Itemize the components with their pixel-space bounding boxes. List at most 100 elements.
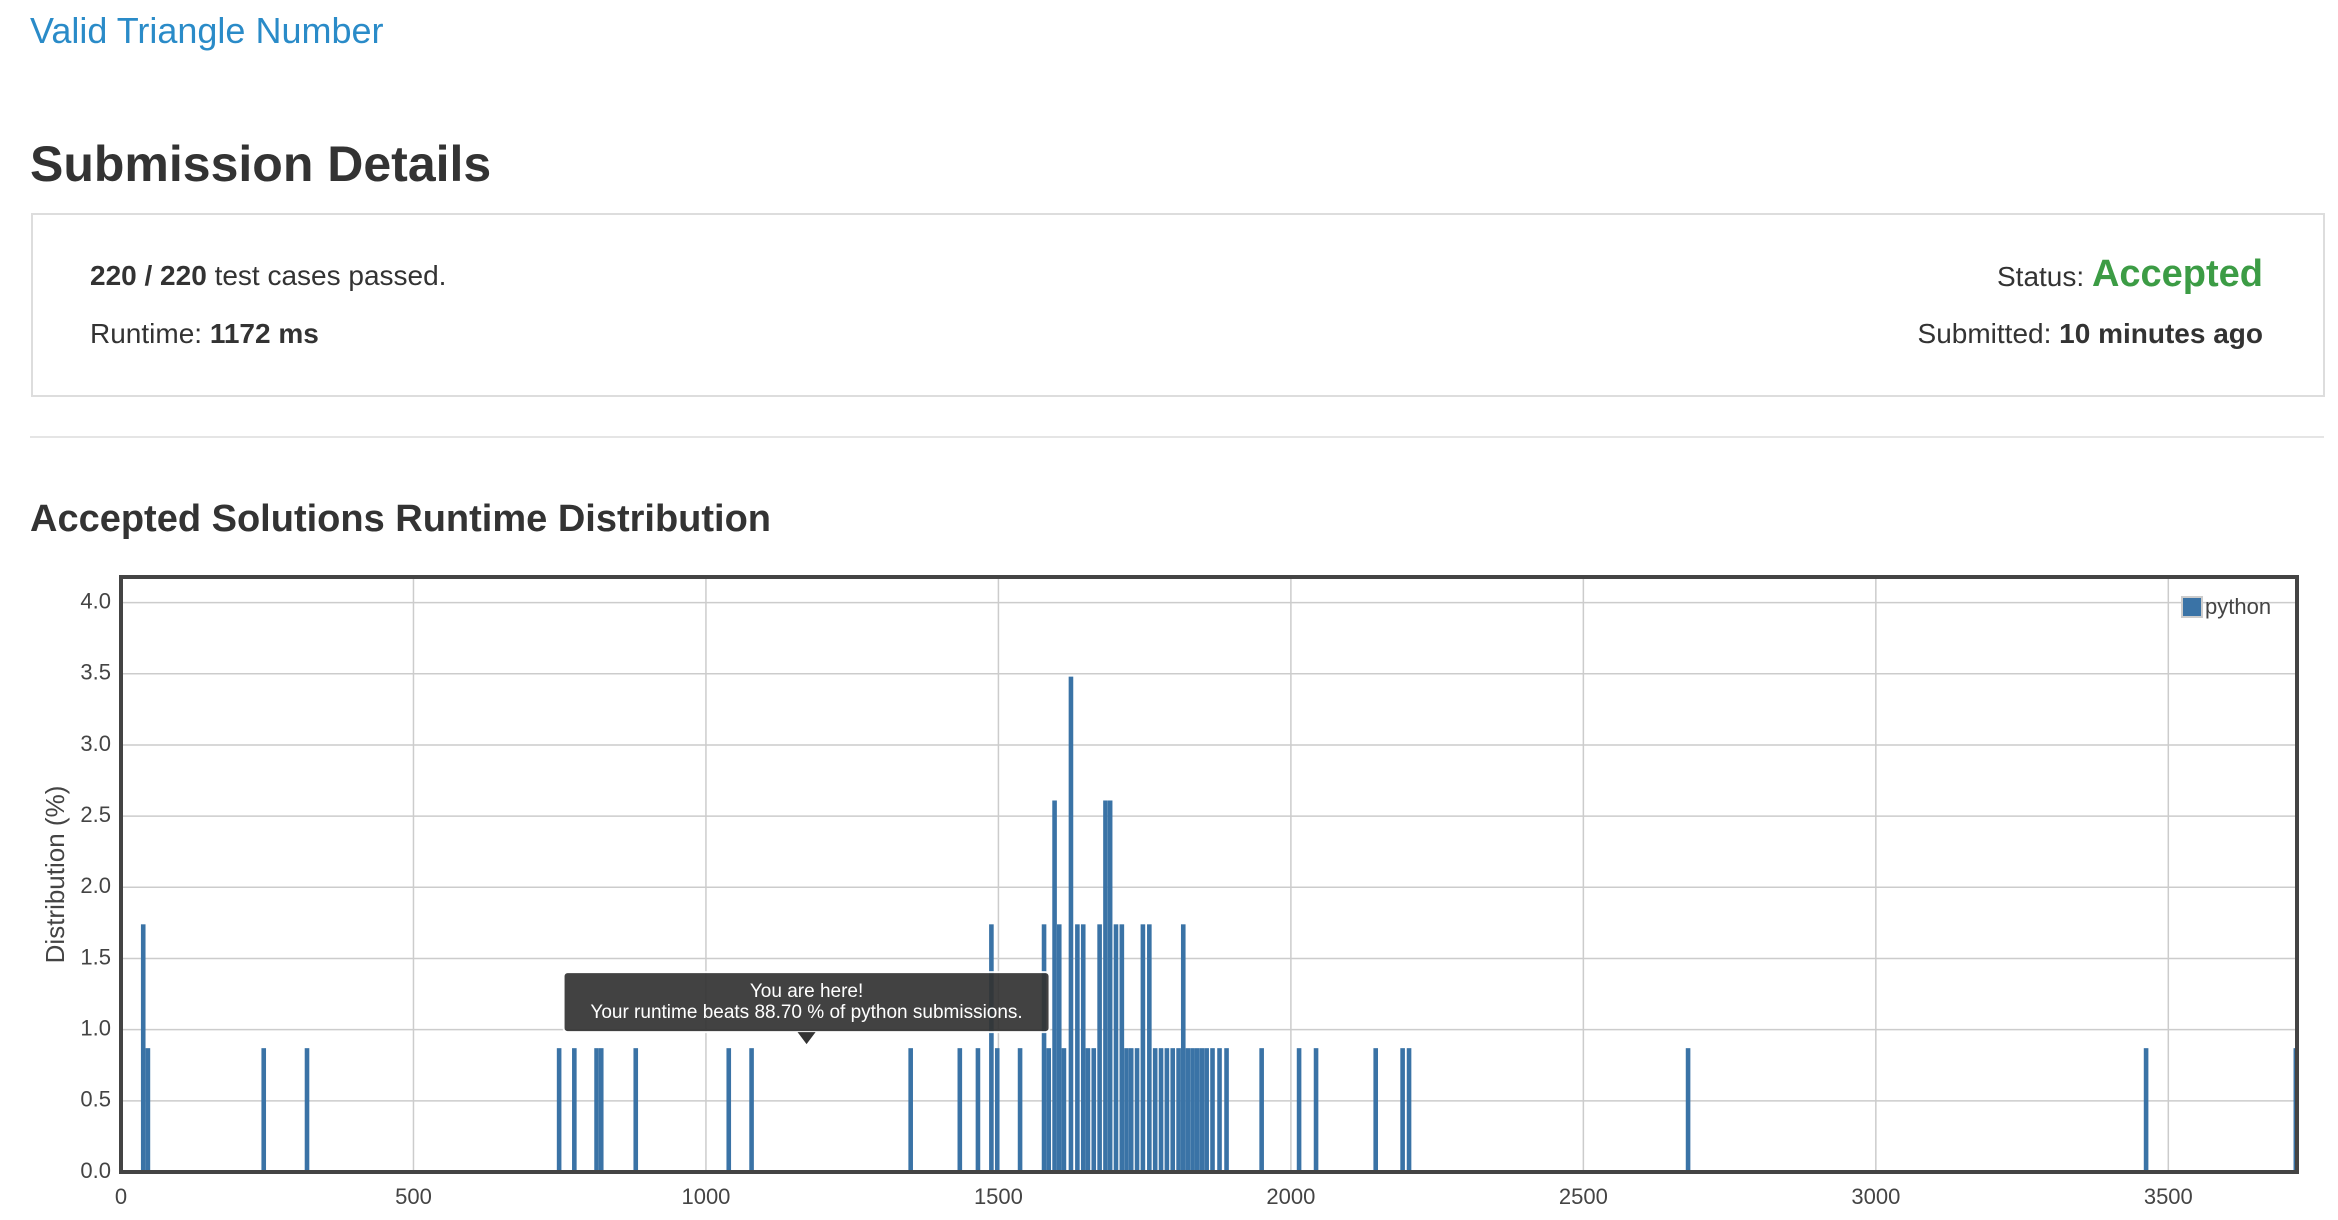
submitted: 10 minutes ago bbox=[2059, 318, 2263, 349]
y-tick-label: 2.5 bbox=[80, 802, 111, 827]
bar bbox=[1152, 1048, 1158, 1172]
bar bbox=[1119, 924, 1125, 1172]
passed-line: 220 / 220 test cases passed. bbox=[90, 260, 446, 292]
x-tick-label: 0 bbox=[115, 1184, 127, 1209]
y-tick-label: 4.0 bbox=[80, 588, 111, 613]
chart-title: Accepted Solutions Runtime Distribution bbox=[30, 498, 772, 540]
bar bbox=[2143, 1048, 2149, 1172]
x-tick-label: 2500 bbox=[1559, 1184, 1608, 1209]
bar bbox=[1140, 924, 1146, 1172]
bar bbox=[1373, 1048, 1379, 1172]
bar bbox=[726, 1048, 732, 1172]
bar bbox=[1091, 1048, 1097, 1172]
details-box: 220 / 220 test cases passed. Runtime: 11… bbox=[31, 213, 2325, 397]
bar bbox=[989, 924, 994, 1172]
bar bbox=[1685, 1048, 1691, 1172]
bar bbox=[1017, 1048, 1023, 1172]
bar bbox=[1107, 800, 1113, 1172]
bar bbox=[1176, 1048, 1181, 1172]
bar bbox=[1185, 1048, 1191, 1172]
x-tick-label: 2000 bbox=[1266, 1184, 1315, 1209]
submitted-label: Submitted: bbox=[1917, 318, 2052, 349]
bar bbox=[1190, 1048, 1195, 1172]
y-tick-label: 1.0 bbox=[80, 1015, 111, 1040]
section-title: Submission Details bbox=[30, 136, 492, 192]
bar bbox=[1134, 1048, 1140, 1172]
tooltip-arrow bbox=[797, 1032, 816, 1045]
bar bbox=[1180, 924, 1186, 1172]
bar bbox=[1296, 1048, 1302, 1172]
bar bbox=[556, 1048, 562, 1172]
bar bbox=[975, 1048, 981, 1172]
bar bbox=[1147, 924, 1152, 1172]
bar bbox=[1217, 1048, 1222, 1172]
status[interactable]: Accepted bbox=[2091, 253, 2263, 295]
x-tick-label: 3500 bbox=[2144, 1184, 2193, 1209]
bar bbox=[749, 1048, 754, 1172]
bar bbox=[1128, 1048, 1134, 1172]
bar bbox=[1158, 1048, 1164, 1172]
x-tick-label: 1000 bbox=[681, 1184, 730, 1209]
bar bbox=[1210, 1048, 1215, 1172]
x-tick-label: 3000 bbox=[1851, 1184, 1900, 1209]
bar bbox=[1124, 1048, 1129, 1172]
bar bbox=[1075, 924, 1080, 1172]
bar bbox=[1199, 1048, 1205, 1172]
tooltip-text: You are here! bbox=[750, 981, 863, 1002]
bar bbox=[1113, 924, 1119, 1172]
bar bbox=[1046, 1048, 1052, 1172]
bar bbox=[1097, 924, 1102, 1172]
bar bbox=[1170, 1048, 1176, 1172]
passed-suffix: test cases passed. bbox=[214, 260, 447, 291]
bar bbox=[1406, 1048, 1412, 1172]
bar bbox=[1080, 924, 1086, 1172]
bar bbox=[304, 1048, 310, 1172]
y-tick-label: 2.0 bbox=[80, 873, 111, 898]
x-tick-label: 500 bbox=[395, 1184, 432, 1209]
divider bbox=[30, 436, 2324, 438]
y-tick-label: 0.5 bbox=[80, 1087, 111, 1112]
bar bbox=[633, 1048, 639, 1172]
y-tick-label: 3.5 bbox=[80, 660, 111, 685]
bar bbox=[145, 1048, 151, 1172]
tooltip-text: Your runtime beats 88.70 % of python sub… bbox=[590, 1002, 1022, 1023]
runtime: 1172 ms bbox=[209, 318, 319, 349]
bar bbox=[1052, 800, 1057, 1172]
bar bbox=[1164, 1048, 1170, 1172]
bar bbox=[1204, 1048, 1209, 1172]
status-label: Status: bbox=[1996, 261, 2085, 292]
bar bbox=[1400, 1048, 1405, 1172]
problem-link[interactable]: Valid Triangle Number bbox=[30, 10, 384, 51]
bar bbox=[261, 1048, 267, 1172]
bar bbox=[1041, 924, 1047, 1172]
bar bbox=[572, 1048, 577, 1172]
passed: 220 / 220 bbox=[90, 260, 207, 291]
bar bbox=[1103, 800, 1108, 1172]
plot-frame bbox=[119, 575, 2299, 1174]
y-tick-label: 0.0 bbox=[80, 1158, 111, 1183]
legend-swatch bbox=[2181, 596, 2203, 618]
bar bbox=[1313, 1048, 1319, 1172]
submitted-line: Submitted: 10 minutes ago bbox=[1918, 318, 2263, 350]
runtime-line: Runtime: 1172 ms bbox=[90, 318, 319, 350]
bar bbox=[140, 924, 146, 1172]
bar bbox=[908, 1048, 913, 1172]
y-tick-label: 3.0 bbox=[80, 731, 111, 756]
bar bbox=[1224, 1048, 1229, 1172]
bar bbox=[1068, 676, 1074, 1172]
bar bbox=[594, 1048, 599, 1172]
y-tick-label: 1.5 bbox=[80, 944, 111, 969]
runtime-label: Runtime: bbox=[90, 318, 203, 349]
bar bbox=[957, 1048, 963, 1172]
bar bbox=[1195, 1048, 1200, 1172]
status-line: Status: Accepted bbox=[1997, 253, 2263, 296]
y-axis-label: Distribution (%) bbox=[40, 786, 70, 964]
bar bbox=[1085, 1048, 1091, 1172]
chart: 0.0 0.5 1.0 1.5 2.0 2.5 3.0 3.5 4.0 0 500 1000 1500 2… bbox=[40, 575, 2299, 1209]
bar bbox=[1056, 924, 1062, 1172]
bar bbox=[1061, 1048, 1067, 1172]
x-tick-label: 1500 bbox=[974, 1184, 1023, 1209]
bar bbox=[598, 1048, 604, 1172]
legend-label: python bbox=[2205, 594, 2271, 619]
